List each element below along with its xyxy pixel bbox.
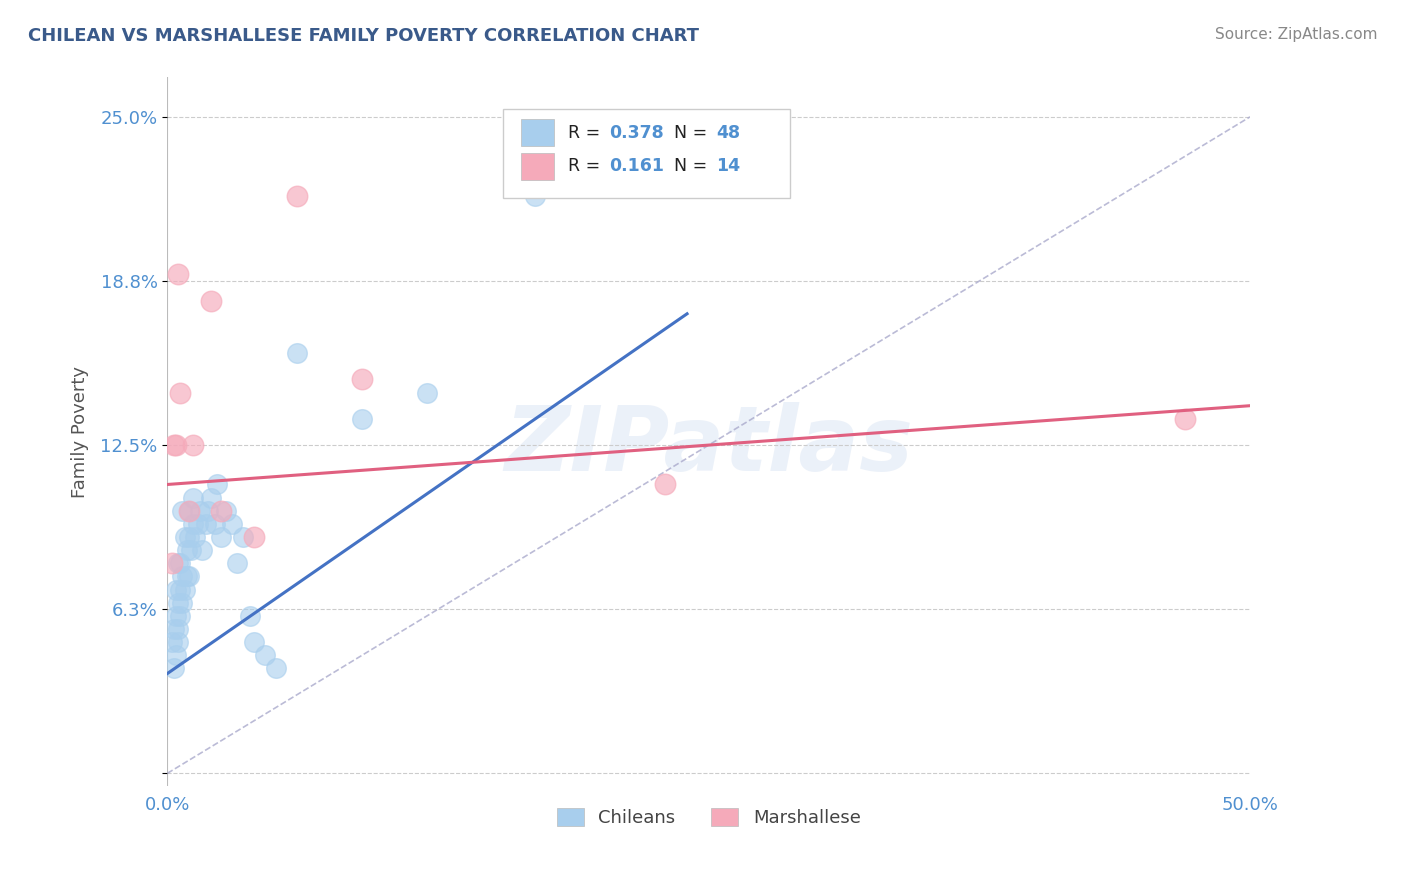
Point [180,543,202,558]
Point [177,504,200,518]
Point [177,530,200,544]
Point [352,412,374,426]
Point [215,504,238,518]
Point [264,661,287,675]
Point [225,556,247,570]
Point [169,582,191,597]
Point [177,504,200,518]
Text: 0.161: 0.161 [609,157,664,175]
Point [232,530,254,544]
Point [416,385,439,400]
FancyBboxPatch shape [522,120,554,146]
Point [165,438,187,452]
Point [165,648,187,663]
Point [167,635,190,649]
FancyBboxPatch shape [522,153,554,179]
Text: N =: N = [673,124,713,142]
Point [211,504,233,518]
Point [243,635,266,649]
Point [181,491,204,505]
Point [200,293,222,308]
Point [167,268,190,282]
Point [173,530,195,544]
Text: 14: 14 [716,157,741,175]
Point [160,556,183,570]
Text: N =: N = [673,157,713,175]
Point [191,543,214,558]
Point [169,385,191,400]
Point [172,569,194,583]
Point [221,516,243,531]
Text: ZIPatlas: ZIPatlas [505,402,914,490]
Point [1174,412,1197,426]
Point [165,582,187,597]
Point [160,635,183,649]
Point [181,516,204,531]
Point [211,530,233,544]
Point [243,530,266,544]
Point [188,504,211,518]
Point [285,346,308,360]
Text: R =: R = [568,157,606,175]
Point [163,438,186,452]
Point [173,582,195,597]
Text: CHILEAN VS MARSHALLESE FAMILY POVERTY CORRELATION CHART: CHILEAN VS MARSHALLESE FAMILY POVERTY CO… [28,27,699,45]
Point [176,543,198,558]
Point [524,188,547,202]
Point [167,556,190,570]
Point [205,477,228,491]
Point [163,622,186,636]
Point [167,596,190,610]
Legend: Chileans, Marshallese: Chileans, Marshallese [550,800,868,834]
Text: Source: ZipAtlas.com: Source: ZipAtlas.com [1215,27,1378,42]
Point [169,556,191,570]
Point [181,438,204,452]
Point [200,491,222,505]
Point [285,188,308,202]
Point [177,569,200,583]
Point [197,504,219,518]
Point [165,608,187,623]
Text: R =: R = [568,124,606,142]
Text: 0.378: 0.378 [609,124,664,142]
Point [167,622,190,636]
Point [195,516,218,531]
Point [172,596,194,610]
Point [204,516,226,531]
Point [187,516,209,531]
Point [172,504,194,518]
Point [352,372,374,386]
Text: 48: 48 [716,124,741,142]
Y-axis label: Family Poverty: Family Poverty [72,366,89,498]
Point [253,648,276,663]
Point [169,608,191,623]
Point [184,530,207,544]
FancyBboxPatch shape [503,110,790,198]
Point [654,477,676,491]
Point [163,661,186,675]
Point [176,569,198,583]
Point [239,608,262,623]
